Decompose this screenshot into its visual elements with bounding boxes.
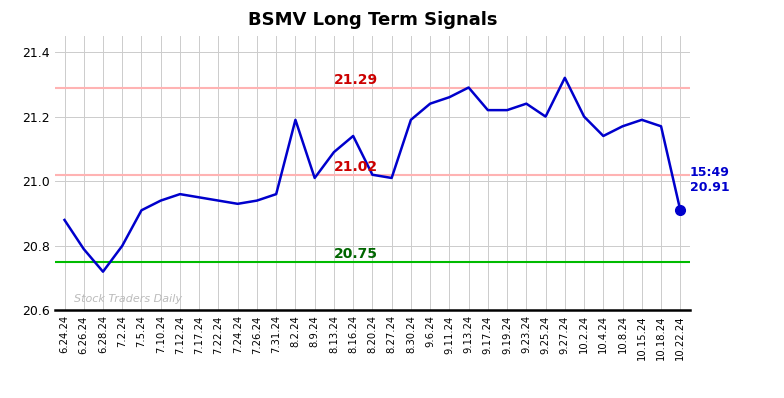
Text: 21.29: 21.29: [334, 73, 378, 87]
Text: Stock Traders Daily: Stock Traders Daily: [74, 295, 182, 304]
Text: 15:49
20.91: 15:49 20.91: [690, 166, 730, 194]
Text: 20.75: 20.75: [334, 247, 378, 261]
Title: BSMV Long Term Signals: BSMV Long Term Signals: [248, 11, 497, 29]
Text: 21.02: 21.02: [334, 160, 378, 174]
